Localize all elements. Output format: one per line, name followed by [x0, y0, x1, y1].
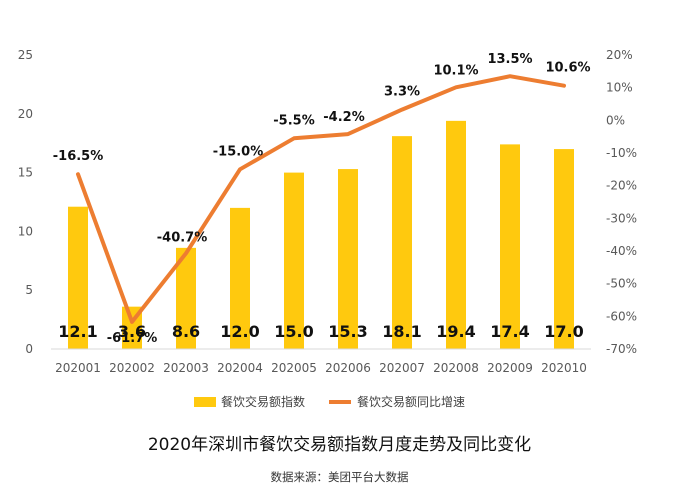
- y-left-tick-label: 25: [18, 48, 33, 62]
- growth-line: [76, 74, 566, 324]
- x-tick-label: 202008: [433, 361, 479, 375]
- y-right-tick-label: -60%: [606, 309, 637, 323]
- bar-202001: [68, 206, 88, 349]
- line-value-label: -15.0%: [213, 144, 264, 159]
- y-right-tick-label: -30%: [606, 211, 637, 225]
- y-right-tick-label: 20%: [606, 48, 633, 62]
- x-tick-label: 202001: [55, 361, 101, 375]
- y-right-tick-label: 10%: [606, 81, 633, 95]
- bar-value-label: 15.0: [274, 322, 313, 341]
- bar-value-label: 17.4: [490, 322, 529, 341]
- bar-202007: [392, 136, 412, 349]
- y-right-tick-label: -70%: [606, 342, 637, 356]
- bar-202004: [230, 207, 250, 349]
- y-right-tick-label: -10%: [606, 146, 637, 160]
- line-value-label: -4.2%: [323, 110, 364, 125]
- line-value-label: 13.5%: [487, 52, 532, 67]
- y-left-tick-label: 0: [25, 342, 33, 356]
- bar-202006: [338, 169, 358, 349]
- line-value-label: -16.5%: [53, 149, 104, 164]
- y-right-tick-label: -50%: [606, 277, 637, 291]
- chart-source: 数据来源：美团平台大数据: [271, 470, 409, 484]
- line-value-label: -61.7%: [107, 331, 158, 346]
- legend-line-label: 餐饮交易额同比增速: [357, 394, 465, 409]
- bar-202010: [554, 149, 574, 349]
- legend: 餐饮交易额指数 餐饮交易额同比增速: [194, 394, 465, 409]
- line-value-label: -5.5%: [273, 113, 314, 128]
- bar-value-label: 8.6: [172, 322, 200, 341]
- x-axis: 202001 202002 202003 202004 202005 202006 2020…: [55, 361, 587, 375]
- bar-202008: [446, 120, 466, 349]
- x-tick-label: 202009: [487, 361, 533, 375]
- bar-202005: [284, 172, 304, 349]
- x-tick-label: 202010: [541, 361, 587, 375]
- y-right-tick-label: 0%: [606, 113, 625, 127]
- y-right-tick-label: -40%: [606, 244, 637, 258]
- bar-series: [68, 120, 574, 349]
- x-tick-label: 202007: [379, 361, 425, 375]
- bar-value-label: 15.3: [328, 322, 367, 341]
- bar-value-label: 12.0: [220, 322, 259, 341]
- y-left-tick-label: 20: [18, 107, 33, 121]
- line-data-labels: -16.5% -61.7% -40.7% -15.0% -5.5% -4.2% 3.3% 10…: [53, 52, 591, 346]
- line-value-label: 3.3%: [384, 85, 420, 100]
- bar-value-label: 17.0: [544, 322, 583, 341]
- bar-value-label: 18.1: [382, 322, 421, 341]
- x-tick-label: 202006: [325, 361, 371, 375]
- x-tick-label: 202002: [109, 361, 155, 375]
- line-value-label: 10.1%: [433, 63, 478, 78]
- y-left-tick-label: 5: [25, 283, 33, 297]
- bar-value-label: 12.1: [58, 322, 97, 341]
- y-right-tick-label: -20%: [606, 179, 637, 193]
- bar-data-labels: 12.1 3.6 8.6 12.0 15.0 15.3 18.1 19.4 17.4 17.0: [58, 322, 583, 341]
- legend-bar-swatch: [194, 397, 216, 407]
- line-value-label: 10.6%: [545, 61, 590, 76]
- bar-202003: [176, 247, 196, 349]
- line-value-label: -40.7%: [157, 230, 208, 245]
- chart-title: 2020年深圳市餐饮交易额指数月度走势及同比变化: [148, 435, 531, 455]
- y-left-tick-label: 10: [18, 224, 33, 238]
- y-left-tick-label: 15: [18, 166, 33, 180]
- x-tick-label: 202004: [217, 361, 263, 375]
- bar-value-label: 3.6: [118, 322, 146, 341]
- x-tick-label: 202003: [163, 361, 209, 375]
- bar-202009: [500, 144, 520, 349]
- bar-value-label: 19.4: [436, 322, 475, 341]
- x-tick-label: 202005: [271, 361, 317, 375]
- y-axis-left: 0 5 10 15 20 25: [18, 48, 33, 356]
- legend-bar-label: 餐饮交易额指数: [221, 394, 305, 409]
- y-axis-right: -70% -60% -50% -40% -30% -20% -10% 0% 10% 20%: [606, 48, 637, 356]
